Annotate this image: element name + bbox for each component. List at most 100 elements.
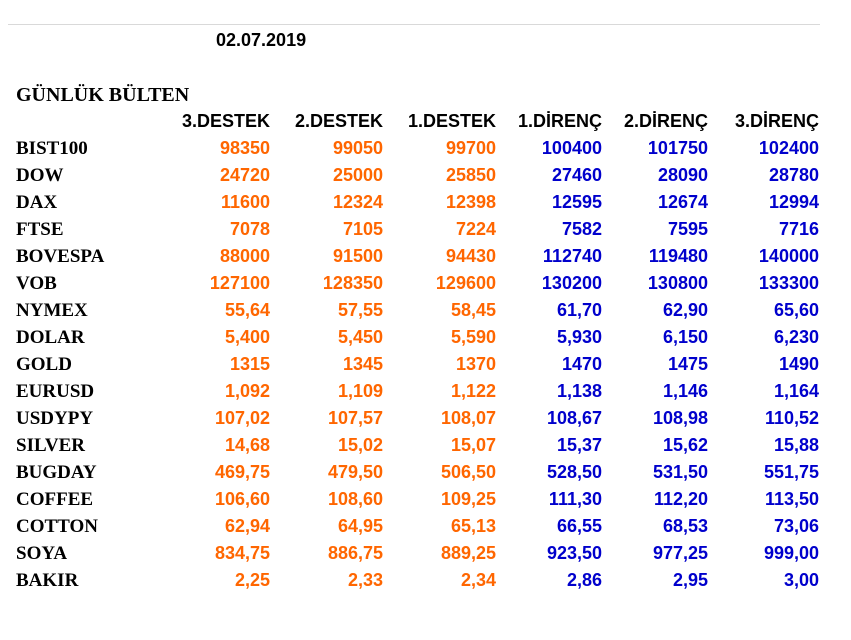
resistance-value: 15,62 xyxy=(662,435,708,455)
resistance-value: 1,146 xyxy=(662,381,708,401)
support-value: 1315 xyxy=(229,354,270,374)
header-3-support: 3.DESTEK xyxy=(181,111,270,131)
support-value: 1,122 xyxy=(450,381,496,401)
instrument-name: BIST100 xyxy=(16,137,88,159)
table-row: SOYA 834,75 886,75 889,25 923,50 977,25 999,00 xyxy=(12,540,819,567)
resistance-value: 111,30 xyxy=(548,489,602,509)
instrument-name: DAX xyxy=(16,191,58,213)
support-value: 2,25 xyxy=(234,570,270,590)
resistance-value: 108,67 xyxy=(546,408,602,428)
table-row: FTSE 7078 7105 7224 7582 7595 7716 xyxy=(12,216,819,243)
resistance-value: 5,930 xyxy=(556,327,602,347)
resistance-value: 73,06 xyxy=(773,516,819,536)
instrument-name: BOVESPA xyxy=(16,245,105,267)
table-row: USDYPY 107,02 107,57 108,07 108,67 108,98 110,… xyxy=(12,405,819,432)
table-row: VOB 127100 128350 129600 130200 130800 133300 xyxy=(12,270,819,297)
support-value: 57,55 xyxy=(337,300,383,320)
bulletin-title: GÜNLÜK BÜLTEN xyxy=(16,84,190,106)
resistance-value: 102400 xyxy=(758,138,819,158)
resistance-value: 12595 xyxy=(551,192,602,212)
support-value: 7078 xyxy=(229,219,270,239)
header-2-resistance: 2.DİRENÇ xyxy=(623,111,708,131)
resistance-value: 12674 xyxy=(657,192,708,212)
support-value: 129600 xyxy=(435,273,496,293)
table-row: COFFEE 106,60 108,60 109,25 111,30 112,20 113,… xyxy=(12,486,819,513)
support-value: 64,95 xyxy=(337,516,383,536)
support-value: 5,400 xyxy=(224,327,270,347)
resistance-value: 15,88 xyxy=(773,435,819,455)
instrument-name: DOW xyxy=(16,164,64,186)
resistance-value: 130200 xyxy=(541,273,602,293)
support-value: 7105 xyxy=(342,219,383,239)
table-row: DAX 11600 12324 12398 12595 12674 12994 xyxy=(12,189,819,216)
table-row: GOLD 1315 1345 1370 1470 1475 1490 xyxy=(12,351,819,378)
resistance-value: 528,50 xyxy=(546,462,602,482)
support-value: 7224 xyxy=(455,219,496,239)
support-value: 886,75 xyxy=(327,543,383,563)
resistance-value: 15,37 xyxy=(556,435,602,455)
instrument-name: COFFEE xyxy=(16,488,94,510)
resistance-value: 7595 xyxy=(667,219,708,239)
support-value: 109,25 xyxy=(440,489,496,509)
support-value: 94430 xyxy=(445,246,496,266)
bulletin-date: 02.07.2019 xyxy=(216,30,307,50)
header-row: 3.DESTEK 2.DESTEK 1.DESTEK 1.DİRENÇ 2.Dİ… xyxy=(12,108,819,135)
support-value: 106,60 xyxy=(214,489,270,509)
header-3-resistance: 3.DİRENÇ xyxy=(734,111,819,131)
resistance-value: 101750 xyxy=(647,138,708,158)
resistance-value: 999,00 xyxy=(763,543,819,563)
support-value: 108,60 xyxy=(327,489,383,509)
resistance-value: 1490 xyxy=(778,354,819,374)
resistance-value: 977,25 xyxy=(652,543,708,563)
support-value: 91500 xyxy=(332,246,383,266)
resistance-value: 28090 xyxy=(657,165,708,185)
resistance-value: 7582 xyxy=(561,219,602,239)
support-value: 65,13 xyxy=(450,516,496,536)
support-value: 469,75 xyxy=(214,462,270,482)
resistance-value: 1,138 xyxy=(556,381,602,401)
resistance-value: 130800 xyxy=(647,273,708,293)
support-value: 12398 xyxy=(445,192,496,212)
support-value: 11600 xyxy=(220,192,270,212)
support-value: 98350 xyxy=(219,138,270,158)
resistance-value: 28780 xyxy=(768,165,819,185)
support-value: 14,68 xyxy=(224,435,270,455)
top-divider xyxy=(8,24,820,25)
table-row: BIST100 98350 99050 99700 100400 101750 102400 xyxy=(12,135,819,162)
resistance-value: 66,55 xyxy=(556,516,602,536)
instrument-name: FTSE xyxy=(16,218,64,240)
resistance-value: 551,75 xyxy=(763,462,819,482)
instrument-name: NYMEX xyxy=(16,299,88,321)
table-row: NYMEX 55,64 57,55 58,45 61,70 62,90 65,60 xyxy=(12,297,819,324)
resistance-value: 100400 xyxy=(541,138,602,158)
instrument-name: BAKIR xyxy=(16,569,79,591)
support-value: 128350 xyxy=(322,273,383,293)
resistance-value: 1475 xyxy=(667,354,708,374)
support-value: 25000 xyxy=(332,165,383,185)
support-value: 1,109 xyxy=(337,381,383,401)
resistance-value: 112740 xyxy=(542,246,602,266)
resistance-value: 923,50 xyxy=(546,543,602,563)
resistance-value: 2,95 xyxy=(672,570,708,590)
instrument-name: BUGDAY xyxy=(16,461,97,483)
resistance-value: 27460 xyxy=(551,165,602,185)
instrument-name: EURUSD xyxy=(16,380,95,402)
instrument-name: SOYA xyxy=(16,542,68,564)
table-row: BUGDAY 469,75 479,50 506,50 528,50 531,50 551,… xyxy=(12,459,819,486)
support-value: 834,75 xyxy=(214,543,270,563)
support-value: 25850 xyxy=(445,165,496,185)
resistance-value: 112,20 xyxy=(653,489,708,509)
header-1-resistance: 1.DİRENÇ xyxy=(517,111,602,131)
support-value: 55,64 xyxy=(224,300,270,320)
resistance-value: 6,230 xyxy=(773,327,819,347)
header-2-support: 2.DESTEK xyxy=(294,111,383,131)
support-value: 107,57 xyxy=(327,408,383,428)
support-value: 24720 xyxy=(219,165,270,185)
support-value: 1370 xyxy=(455,354,496,374)
table-row: EURUSD 1,092 1,109 1,122 1,138 1,146 1,164 xyxy=(12,378,819,405)
resistance-value: 61,70 xyxy=(556,300,602,320)
table-row: SILVER 14,68 15,02 15,07 15,37 15,62 15,88 xyxy=(12,432,819,459)
resistance-value: 2,86 xyxy=(566,570,602,590)
instrument-name: GOLD xyxy=(16,353,72,375)
table-row: BOVESPA 88000 91500 94430 112740 119480 140000 xyxy=(12,243,819,270)
